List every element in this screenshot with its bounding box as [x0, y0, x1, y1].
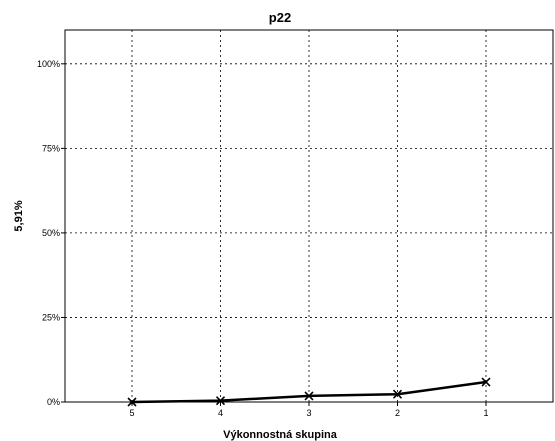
data-point-marker	[215, 396, 226, 406]
y-tick-label: 50%	[42, 228, 60, 238]
y-tick-label: 75%	[42, 143, 60, 153]
x-tick-label: 2	[395, 408, 400, 418]
x-tick-label: 3	[306, 408, 311, 418]
y-tick-label: 25%	[42, 312, 60, 322]
marker-stroke	[215, 396, 226, 406]
y-tick-label: 0%	[47, 397, 60, 407]
x-tick-label: 1	[483, 408, 488, 418]
x-axis-label: Výkonnostná skupina	[223, 429, 338, 441]
marker-stroke	[392, 389, 403, 399]
y-axis-ticks: 0% 25% 50% 75% 100%	[37, 59, 65, 407]
data-point-marker	[127, 397, 137, 407]
data-point-marker	[481, 377, 491, 387]
data-point-marker	[304, 391, 314, 401]
marker-stroke	[127, 397, 137, 407]
x-tick-label: 5	[129, 408, 134, 418]
marker-stroke	[481, 377, 491, 387]
chart-title: p22	[269, 10, 291, 25]
x-axis-ticks: 5 4 3 2 1	[129, 402, 489, 418]
y-tick-label: 100%	[37, 59, 60, 69]
grid	[65, 30, 553, 402]
x-tick-label: 4	[218, 408, 223, 418]
marker-stroke	[304, 391, 314, 401]
y-axis-label: 5,91%	[13, 200, 25, 231]
series	[127, 377, 491, 407]
data-point-marker	[392, 389, 403, 399]
